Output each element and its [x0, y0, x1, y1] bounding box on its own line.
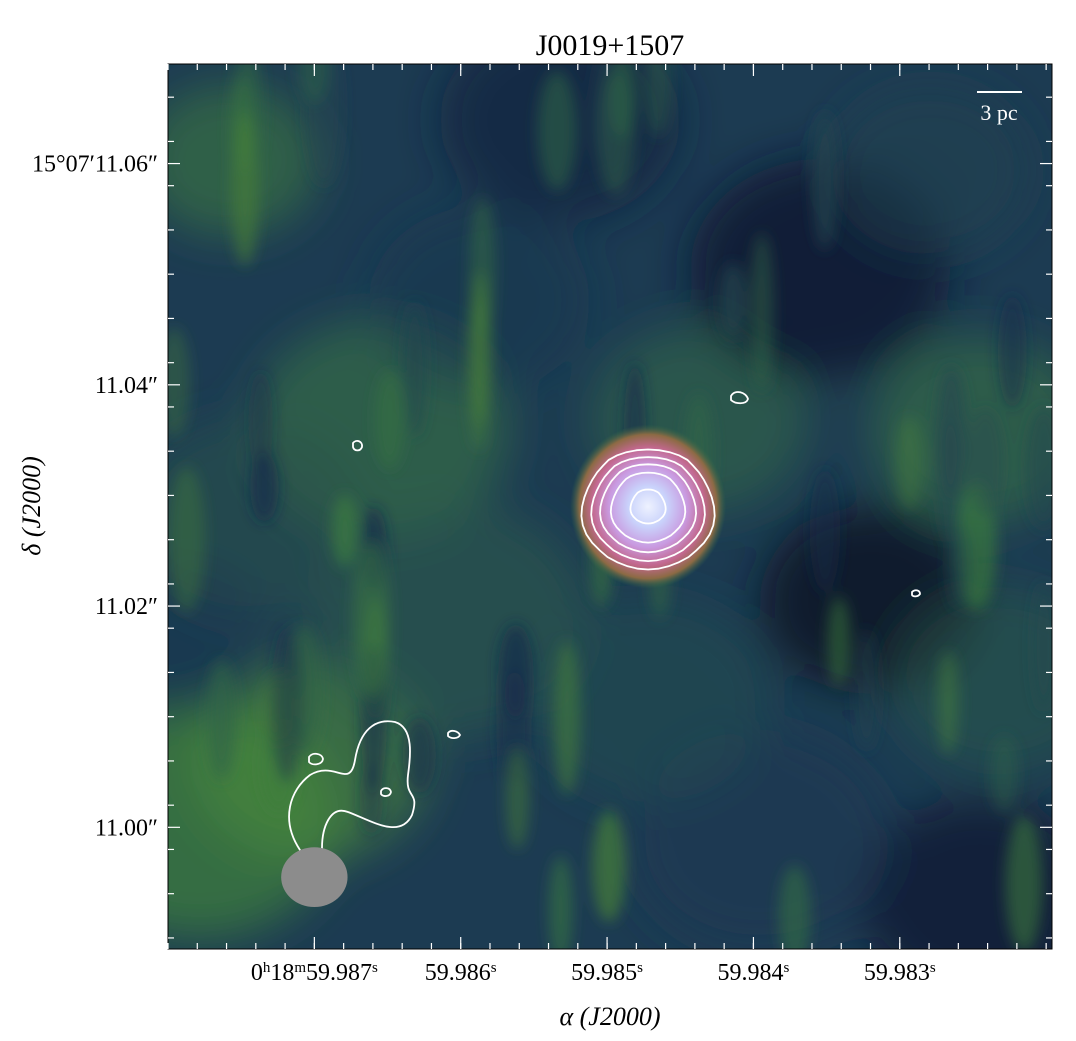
texture-streak [645, 64, 672, 137]
texture-streak [331, 495, 358, 567]
contour-islet [380, 787, 392, 797]
texture-streak [402, 301, 428, 438]
texture-streak [778, 865, 811, 949]
texture-streak [537, 70, 577, 191]
texture-streak [608, 64, 637, 139]
texture-streak [750, 233, 774, 392]
contour-level-2 [590, 456, 706, 563]
y-tick-label: 15°07′11.06″ [32, 152, 158, 178]
y-tick-label: 11.02″ [95, 594, 158, 620]
contour-level-5 [629, 488, 667, 525]
y-tick-label: 11.00″ [95, 815, 158, 841]
texture-streak [894, 416, 924, 510]
texture-streak [168, 466, 205, 613]
texture-streak [374, 369, 405, 470]
texture-streak [947, 524, 970, 610]
texture-blob [830, 85, 1030, 255]
texture-blob [860, 798, 1052, 949]
texture-streak [297, 64, 330, 104]
texture-streak [719, 262, 747, 340]
texture-blob [890, 586, 1052, 774]
texture-streak [936, 365, 967, 499]
contour-extended-emission [288, 720, 416, 859]
beam-ellipse [281, 847, 348, 907]
contour-islet [352, 440, 363, 452]
texture-streak [1032, 581, 1052, 713]
texture-streak [937, 651, 959, 755]
axis-ticks [167, 64, 1052, 949]
contour-level-4 [609, 471, 687, 544]
y-tick-label: 11.04″ [95, 373, 158, 399]
y-axis-label: δ (J2000) [17, 456, 46, 555]
emission-streaks [168, 64, 1052, 949]
texture-streak [207, 660, 237, 781]
texture-streak [352, 542, 391, 698]
x-tick-label: 59.984s [718, 960, 790, 986]
x-tick-label: 59.985s [571, 960, 643, 986]
texture-streak [1005, 815, 1043, 949]
texture-streak [809, 468, 841, 594]
texture-streak [548, 855, 573, 949]
x-tick-label: 0h18m59.987s [251, 960, 378, 986]
contour-levels [288, 391, 921, 859]
texture-streak [231, 112, 259, 266]
x-tick-labels: 0h18m59.987s 59.986s 59.985s 59.984s 59.983s [251, 960, 936, 986]
texture-streak [168, 327, 191, 438]
texture-streak [1025, 406, 1052, 530]
scale-bar-label: 3 pc [980, 100, 1018, 125]
contour-islet [730, 391, 749, 405]
texture-streak [304, 64, 344, 187]
texture-blob [530, 598, 770, 802]
texture-streak [553, 641, 581, 795]
contour-islet [447, 729, 462, 740]
x-tick-label: 59.986s [425, 960, 497, 986]
texture-blob [168, 83, 320, 237]
plot-area: 3 pc [168, 64, 1052, 949]
texture-streak [402, 717, 436, 794]
texture-streak [853, 629, 880, 752]
texture-streak [990, 735, 1019, 814]
chart-title: J0019+1507 [536, 29, 685, 62]
contour-islet [911, 589, 921, 598]
contour-level-1 [580, 448, 716, 571]
x-axis-label: α (J2000) [559, 1002, 660, 1031]
y-tick-labels: 15°07′11.06″ 11.04″ 11.02″ 11.00″ [32, 152, 158, 842]
texture-streak [468, 271, 492, 425]
texture-streak [592, 810, 626, 922]
contour-level-3 [599, 463, 698, 554]
plot-frame [167, 63, 1053, 950]
texture-streak [998, 294, 1027, 409]
scale-bar: 3 pc [977, 91, 1022, 125]
texture-streak [827, 596, 851, 687]
texture-streak [812, 111, 838, 251]
texture-streak [505, 748, 530, 850]
contour-islet [308, 752, 324, 766]
texture-streak [966, 407, 1004, 518]
texture-streak [270, 626, 303, 784]
texture-streak [248, 369, 273, 475]
x-tick-label: 59.983s [864, 960, 936, 986]
